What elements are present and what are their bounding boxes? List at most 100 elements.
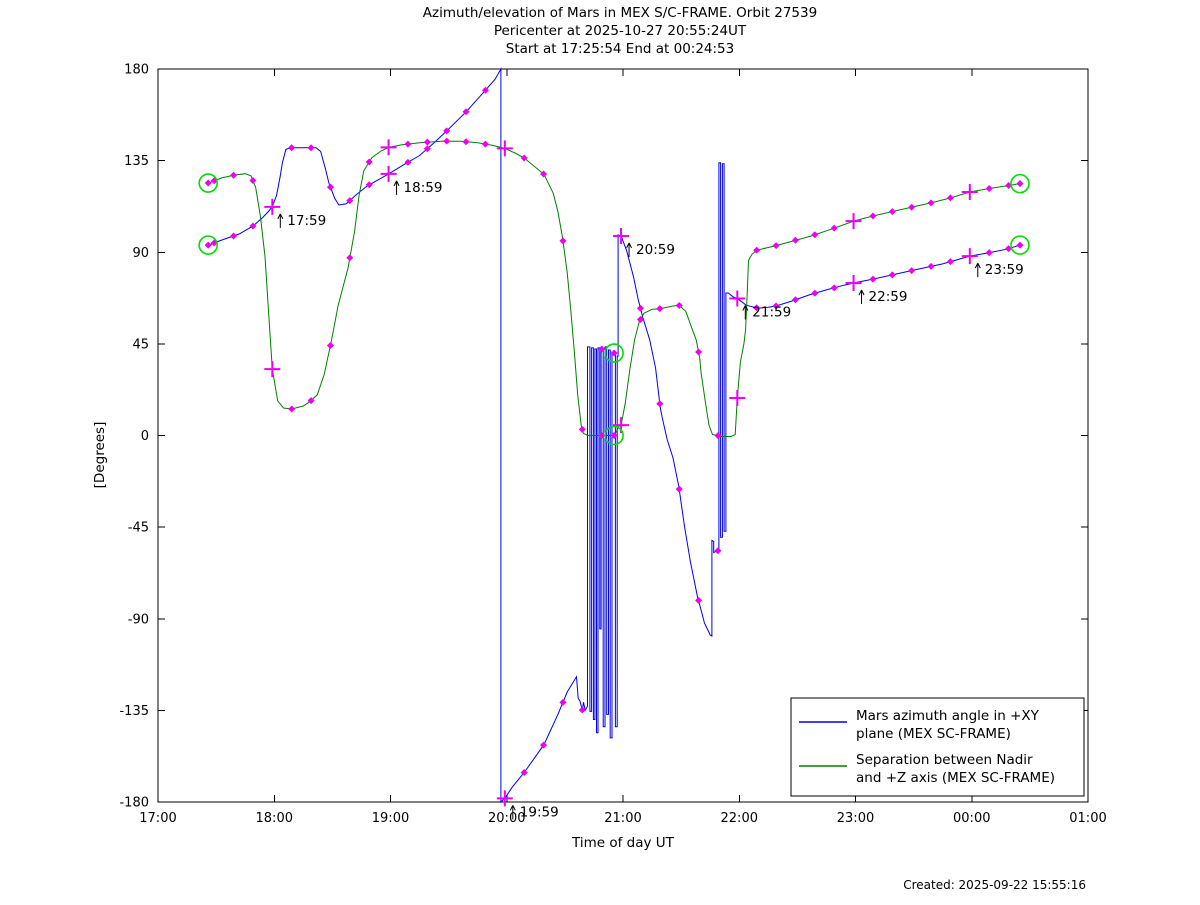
hour-annotation-label: 20:59 — [636, 242, 675, 258]
minute-marker — [610, 432, 618, 439]
chart-title-line1: Azimuth/elevation of Mars in MEX S/C-FRA… — [423, 5, 817, 21]
hour-annotation-label: 18:59 — [404, 180, 443, 196]
minute-marker — [230, 171, 238, 179]
y-tick-label: -90 — [128, 612, 149, 627]
minute-marker — [462, 138, 470, 146]
y-tick-label: -135 — [119, 704, 149, 719]
minute-marker — [423, 138, 431, 146]
x-tick-label: 00:00 — [953, 811, 990, 826]
legend-box — [790, 697, 1085, 797]
minute-marker — [811, 289, 819, 297]
minute-marker — [443, 127, 451, 135]
created-timestamp: Created: 2025-09-22 15:55:16 — [903, 878, 1086, 892]
minute-marker — [772, 302, 780, 310]
minute-marker — [346, 197, 354, 205]
x-tick-label: 21:00 — [604, 811, 641, 826]
x-tick-label: 17:00 — [139, 811, 176, 826]
minute-marker — [985, 249, 993, 257]
minute-marker — [307, 144, 315, 152]
legend-label: and +Z axis (MEX SC-FRAME) — [856, 770, 1055, 786]
minute-marker — [540, 741, 548, 749]
minute-marker — [714, 432, 722, 440]
minute-marker — [1005, 245, 1013, 253]
minute-marker — [326, 341, 334, 349]
minute-marker — [675, 485, 683, 493]
minute-marker — [481, 86, 489, 94]
hour-marker-plus — [729, 290, 746, 307]
minute-marker — [204, 179, 212, 187]
y-tick-label: -45 — [128, 521, 149, 536]
legend: Mars azimuth angle in +XY plane (MEX SC-F… — [790, 697, 1085, 797]
minute-marker — [908, 203, 916, 211]
minute-marker — [578, 706, 586, 714]
hour-annotation-label: 19:59 — [520, 804, 559, 820]
minute-marker — [636, 315, 644, 323]
orbit-start-circle — [198, 173, 218, 193]
minute-marker — [540, 170, 548, 178]
minute-marker — [753, 304, 761, 312]
x-ticks: 17:00 18:00 19:00 20:00 21:00 22:00 23:00 00:00… — [139, 69, 1107, 826]
minute-marker — [443, 137, 451, 145]
minute-marker — [636, 304, 644, 312]
y-tick-label: 45 — [132, 337, 149, 352]
hour-marker-plus — [264, 198, 281, 215]
minute-marker — [695, 348, 703, 356]
minute-marker — [230, 232, 238, 240]
hour-marker-plus — [613, 227, 630, 244]
chart-title-line3: Start at 17:25:54 End at 00:24:53 — [506, 41, 735, 57]
y-axis-label: [Degrees] — [92, 422, 108, 489]
hour-marker-plus — [496, 140, 513, 157]
hour-annotation-label: 22:59 — [869, 289, 908, 305]
minute-marker — [365, 181, 373, 189]
minute-marker — [772, 242, 780, 250]
minute-marker — [288, 405, 296, 413]
minute-marker — [559, 698, 567, 706]
chart-render-layer: 17:00 18:00 19:00 20:00 21:00 22:00 23:00 00:00… — [119, 63, 1106, 827]
legend-label: Mars azimuth angle in +XY — [856, 708, 1040, 724]
x-tick-label: 18:00 — [256, 811, 293, 826]
minute-markers — [210, 86, 1013, 776]
minute-marker — [520, 154, 528, 162]
minute-marker — [888, 208, 896, 216]
minute-marker — [1016, 241, 1024, 249]
hour-annotation-label: 23:59 — [985, 262, 1024, 278]
hour-marker-plus — [380, 139, 397, 156]
minute-marker — [307, 397, 315, 405]
hour-markers — [264, 139, 978, 807]
minute-marker — [423, 145, 431, 153]
minute-marker — [753, 246, 761, 254]
minute-marker — [326, 183, 334, 191]
minute-marker — [869, 275, 877, 283]
minute-marker — [204, 241, 212, 249]
minute-marker — [927, 199, 935, 207]
minute-marker — [927, 262, 935, 270]
minute-marker — [695, 596, 703, 604]
orbit-end-circle — [1010, 235, 1030, 255]
hour-marker-plus — [845, 274, 862, 291]
hour-annotation-label: 17:59 — [287, 213, 326, 229]
minute-marker — [908, 267, 916, 275]
minute-marker — [869, 212, 877, 220]
minute-marker — [1016, 180, 1024, 188]
pericenter-circle — [604, 343, 624, 363]
hour-marker-plus — [845, 213, 862, 230]
x-tick-label: 01:00 — [1069, 811, 1106, 826]
hour-annotation-label: 21:59 — [752, 304, 791, 320]
x-tick-label: 22:00 — [721, 811, 758, 826]
minute-marker — [830, 224, 838, 232]
minute-marker — [656, 400, 664, 408]
minute-marker — [559, 237, 567, 245]
minute-marker — [811, 231, 819, 239]
y-tick-label: 135 — [124, 154, 149, 169]
minute-marker — [346, 254, 354, 262]
minute-marker — [462, 108, 470, 116]
hour-marker-plus — [496, 790, 513, 807]
minute-marker — [714, 547, 722, 555]
x-axis-label: Time of day UT — [571, 835, 675, 851]
annotation-arrow — [626, 242, 633, 257]
minute-marker — [404, 140, 412, 148]
annotations: 17:59 18:59 19:59 20:59 21:59 22:59 23:59 — [277, 180, 1024, 820]
hour-marker-plus — [729, 390, 746, 407]
hour-marker-plus — [380, 165, 397, 182]
